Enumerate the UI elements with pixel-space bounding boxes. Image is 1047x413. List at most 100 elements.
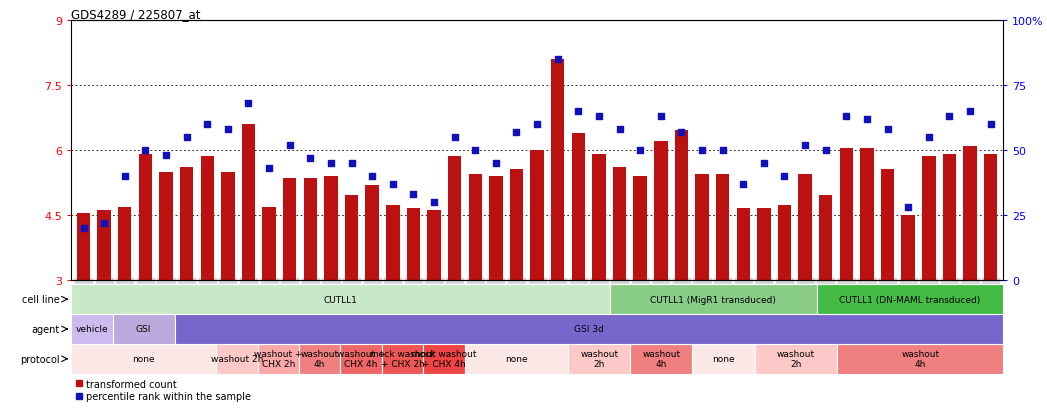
Text: mock washout
+ CHX 2h: mock washout + CHX 2h (370, 349, 436, 368)
Point (797, 142, 814, 149)
Point (446, 134, 463, 141)
Point (302, 155, 318, 161)
Bar (942, 155, 956, 280)
Bar (221, 172, 235, 280)
Text: none: none (132, 354, 155, 363)
Bar (113, 314, 175, 344)
Point (384, 181, 401, 188)
Point (137, 147, 154, 154)
Bar (325, 176, 337, 280)
Point (611, 126, 628, 133)
Bar (819, 196, 832, 280)
Bar (299, 344, 340, 374)
Point (116, 173, 133, 180)
Bar (817, 285, 1003, 314)
Text: washout
2h: washout 2h (580, 349, 619, 368)
Bar (97, 210, 111, 280)
Text: none: none (712, 354, 735, 363)
Bar (71, 344, 216, 374)
Point (694, 147, 711, 154)
Bar (840, 148, 853, 280)
Point (405, 191, 422, 198)
Bar (572, 133, 585, 280)
Bar (778, 206, 792, 280)
Bar (138, 155, 152, 280)
Bar (692, 344, 755, 374)
Bar (861, 148, 873, 280)
Bar (922, 157, 936, 280)
Bar (510, 170, 524, 280)
Bar (881, 170, 894, 280)
Bar (609, 285, 817, 314)
Point (982, 121, 999, 128)
Point (756, 160, 773, 167)
Point (879, 126, 896, 133)
Bar (118, 208, 132, 280)
Point (859, 116, 875, 123)
Bar (283, 179, 296, 280)
Bar (963, 146, 977, 280)
Bar (901, 216, 915, 280)
Bar (654, 142, 668, 280)
Point (322, 160, 339, 167)
Bar (263, 208, 275, 280)
Point (261, 166, 277, 172)
Bar (71, 314, 113, 344)
Bar (386, 206, 400, 280)
Bar (365, 185, 379, 280)
Point (776, 173, 793, 180)
Text: CUTLL1: CUTLL1 (324, 295, 357, 304)
Bar (258, 344, 299, 374)
Point (240, 100, 257, 107)
Text: vehicle: vehicle (75, 325, 108, 334)
Bar (737, 209, 750, 280)
Legend: transformed count, percentile rank within the sample: transformed count, percentile rank withi… (76, 379, 251, 401)
Point (363, 173, 380, 180)
Bar (838, 344, 1003, 374)
Bar (716, 174, 730, 280)
Point (529, 121, 545, 128)
Point (220, 126, 237, 133)
Bar (630, 344, 692, 374)
Point (178, 134, 195, 141)
Bar (242, 125, 255, 280)
Bar (674, 131, 688, 280)
Point (838, 114, 854, 120)
Bar (984, 155, 998, 280)
Bar (799, 174, 811, 280)
Point (75, 225, 92, 232)
Text: washout +
CHX 2h: washout + CHX 2h (254, 349, 303, 368)
Point (961, 108, 978, 115)
Bar (755, 344, 838, 374)
Point (467, 147, 484, 154)
Text: washout
4h: washout 4h (642, 349, 681, 368)
Point (282, 142, 298, 149)
Text: washout 2h: washout 2h (210, 354, 263, 363)
Bar (448, 157, 462, 280)
Text: mock washout
+ CHX 4h: mock washout + CHX 4h (411, 349, 476, 368)
Point (199, 121, 216, 128)
Text: none: none (505, 354, 528, 363)
Point (508, 129, 525, 135)
Text: CUTLL1 (MigR1 transduced): CUTLL1 (MigR1 transduced) (650, 295, 776, 304)
Point (899, 204, 916, 211)
Text: washout +
CHX 4h: washout + CHX 4h (337, 349, 385, 368)
Point (550, 56, 566, 63)
Text: GSI 3d: GSI 3d (574, 325, 604, 334)
Bar (344, 196, 358, 280)
Bar (382, 344, 423, 374)
Bar (340, 344, 382, 374)
Bar (569, 344, 630, 374)
Point (941, 114, 958, 120)
Point (920, 134, 937, 141)
Point (158, 152, 175, 159)
Point (488, 160, 505, 167)
Bar (423, 344, 465, 374)
Bar (175, 314, 1003, 344)
Bar (612, 168, 626, 280)
Text: washout
4h: washout 4h (300, 349, 339, 368)
Bar (551, 59, 564, 280)
Text: GDS4289 / 225807_at: GDS4289 / 225807_at (71, 8, 201, 21)
Text: protocol: protocol (20, 354, 60, 364)
Text: GSI: GSI (136, 325, 152, 334)
